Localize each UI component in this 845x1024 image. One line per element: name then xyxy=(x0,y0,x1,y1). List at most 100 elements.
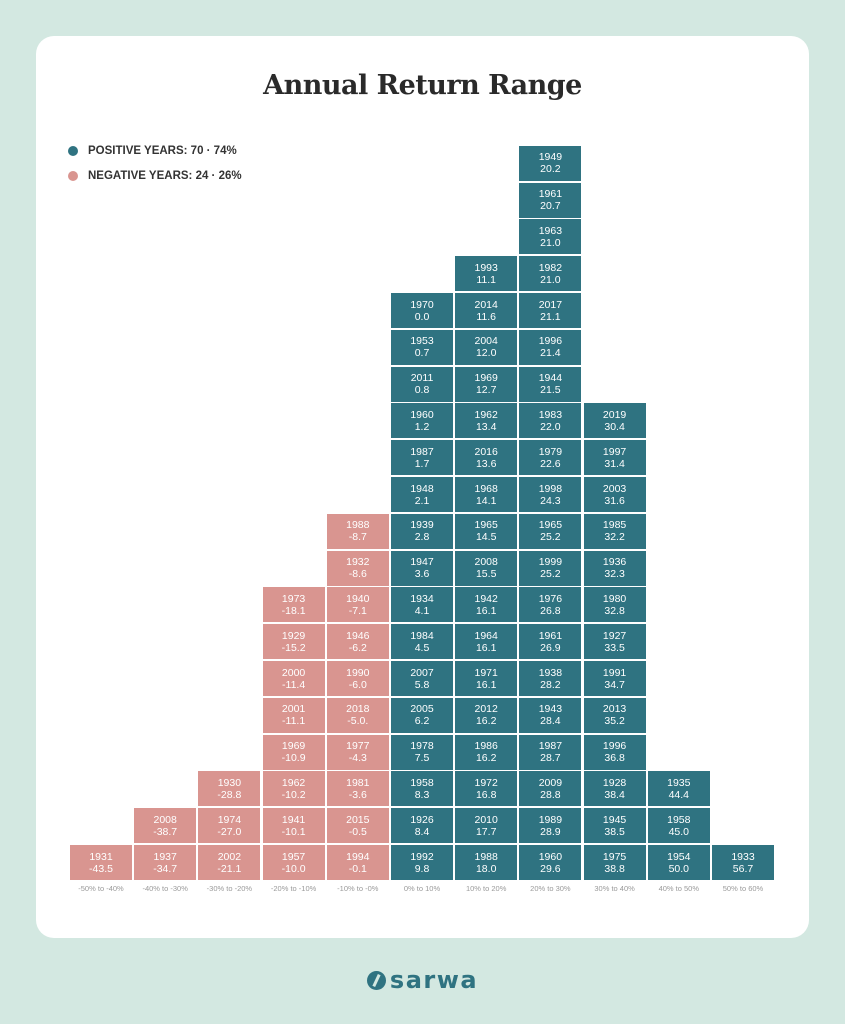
cell-year: 1960 xyxy=(538,850,563,863)
histogram-cell: 1989 28.9 xyxy=(519,808,582,844)
cell-value: 38.8 xyxy=(604,862,625,875)
cell-year: 2005 xyxy=(410,703,434,716)
histogram-cell: 2016 13.6 xyxy=(455,440,518,476)
bin-label: -50% to -40% xyxy=(78,884,124,893)
cell-value: 30.4 xyxy=(604,420,625,433)
cell-value: 34.7 xyxy=(604,678,625,691)
bin-label: 20% to 30% xyxy=(530,884,571,893)
cell-year: 1969 xyxy=(474,372,498,385)
cell-value: 11.1 xyxy=(476,273,497,286)
histogram-cell: 2017 21.1 xyxy=(519,293,582,328)
cell-year: 1976 xyxy=(538,592,563,605)
cell-value: 4.5 xyxy=(414,641,430,654)
cell-value: 28.9 xyxy=(540,825,561,838)
cell-year: 2002 xyxy=(217,850,242,863)
histogram-cell: 1978 7.5 xyxy=(391,734,453,770)
histogram-cell: 1975 38.8 xyxy=(583,845,646,880)
cell-year: 1998 xyxy=(538,482,563,495)
cell-year: 1947 xyxy=(410,556,434,569)
histogram-cell: 1965 14.5 xyxy=(455,513,518,549)
cell-value: 33.5 xyxy=(604,641,625,654)
histogram-cell: 1934 4.1 xyxy=(391,587,453,623)
cell-value: 25.2 xyxy=(540,568,561,581)
histogram-cell: 1929 -15.2 xyxy=(262,624,325,660)
cell-year: 2014 xyxy=(474,298,498,311)
histogram-cell: 1954 50.0 xyxy=(647,845,710,880)
histogram-cell: 1985 32.2 xyxy=(583,513,646,549)
cell-year: 1996 xyxy=(602,740,627,753)
cell-year: 1958 xyxy=(667,813,691,826)
cell-year: 1931 xyxy=(89,850,113,863)
cell-value: 20.7 xyxy=(540,200,561,213)
cell-value: -0.1 xyxy=(348,862,367,875)
cell-value: 26.9 xyxy=(540,641,561,654)
histogram-cell: 1953 0.7 xyxy=(391,329,453,365)
histogram-cell: 2000 -11.4 xyxy=(262,661,325,696)
cell-year: 1984 xyxy=(410,629,434,642)
cell-value: 28.2 xyxy=(540,678,561,691)
cell-year: 1944 xyxy=(538,372,563,385)
histogram-cell: 1938 28.2 xyxy=(519,661,582,696)
histogram-cell: 1991 34.7 xyxy=(583,661,646,696)
cell-year: 1962 xyxy=(474,408,498,421)
cell-year: 1937 xyxy=(153,850,177,863)
cell-year: 1961 xyxy=(538,188,563,201)
histogram-cell: 1947 3.6 xyxy=(391,550,453,586)
cell-value: 20.2 xyxy=(540,163,561,176)
histogram-cell: 1972 16.8 xyxy=(455,771,518,807)
cell-value: 16.2 xyxy=(475,715,497,728)
cell-value: 17.7 xyxy=(475,825,497,838)
cell-value: 26.8 xyxy=(540,604,561,617)
cell-year: 1965 xyxy=(474,519,498,532)
cell-value: 6.2 xyxy=(414,715,430,728)
cell-value: 22.6 xyxy=(540,457,561,470)
cell-year: 1974 xyxy=(217,813,242,826)
positive-dot-icon xyxy=(68,145,78,156)
legend: POSITIVE YEARS: 70 · 74% NEGATIVE YEARS:… xyxy=(68,138,242,188)
cell-year: 1960 xyxy=(410,408,434,421)
bin-label: 30% to 40% xyxy=(594,884,635,893)
histogram-cell: 1968 14.1 xyxy=(455,477,518,512)
histogram-cell: 1965 25.2 xyxy=(519,513,582,549)
cell-year: 1968 xyxy=(474,482,498,495)
cell-year: 2003 xyxy=(602,482,627,495)
cell-value: -6.2 xyxy=(348,641,367,654)
cell-year: 1943 xyxy=(538,703,563,716)
brand-name: sarwa xyxy=(389,966,479,994)
histogram-cell: 1957 -10.0 xyxy=(262,845,325,880)
cell-year: 1962 xyxy=(281,776,306,789)
histogram-cell: 1931 -43.5 xyxy=(70,845,132,880)
cell-year: 1929 xyxy=(281,629,306,642)
histogram-cell: 1964 16.1 xyxy=(455,624,518,660)
cell-value: 1.2 xyxy=(414,420,430,433)
cell-year: 1927 xyxy=(602,629,627,642)
cell-value: 9.8 xyxy=(414,862,430,875)
histogram-cell: 1941 -10.1 xyxy=(262,808,325,844)
histogram-cell: 1936 32.3 xyxy=(583,550,646,586)
cell-value: 13.4 xyxy=(475,420,497,433)
histogram-cell: 1926 8.4 xyxy=(391,808,453,844)
cell-value: 12.0 xyxy=(475,347,497,360)
cell-value: 21.4 xyxy=(540,347,561,360)
cell-value: -4.3 xyxy=(348,752,367,765)
cell-value: 32.3 xyxy=(604,568,625,581)
cell-value: 38.5 xyxy=(604,825,625,838)
histogram-cell: 2003 31.6 xyxy=(583,477,646,512)
cell-year: 1939 xyxy=(410,519,434,532)
histogram-cell: 2008 15.5 xyxy=(455,550,518,586)
cell-year: 1989 xyxy=(538,813,563,826)
histogram-cell: 1960 29.6 xyxy=(519,845,582,880)
cell-value: -3.6 xyxy=(348,788,367,801)
histogram-cell: 1935 44.4 xyxy=(647,771,710,807)
cell-year: 1957 xyxy=(281,850,306,863)
histogram-cell: 2018 -5.0. xyxy=(326,697,389,733)
cell-value: 50.0 xyxy=(668,862,690,875)
histogram-cell: 1933 56.7 xyxy=(712,845,774,880)
cell-value: 29.6 xyxy=(540,862,561,875)
cell-year: 2018 xyxy=(346,703,370,716)
cell-value: 7.5 xyxy=(414,752,430,765)
histogram-cell: 1993 11.1 xyxy=(455,256,518,292)
cell-year: 2010 xyxy=(474,813,498,826)
cell-year: 1991 xyxy=(602,666,627,679)
histogram-cell: 2001 -11.1 xyxy=(262,697,325,733)
